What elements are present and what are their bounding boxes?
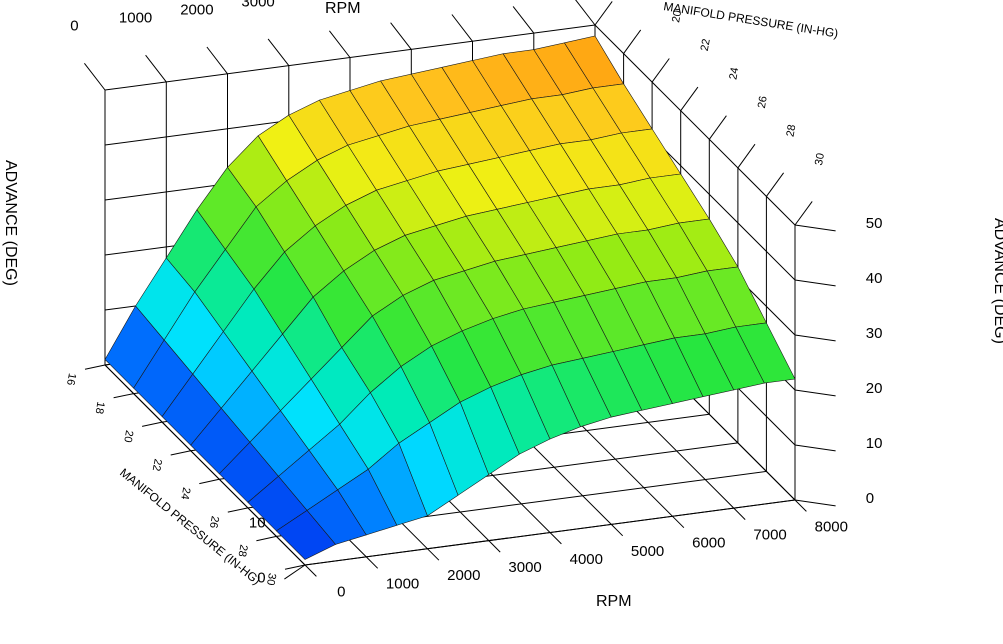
- top-map-tick-line: [680, 86, 699, 111]
- bottom-rpm-tick-line: [427, 548, 440, 561]
- side-wall-gridline: [594, 24, 796, 226]
- left-map-tick-line: [284, 564, 306, 570]
- right-z-tick-line: [794, 389, 836, 397]
- top-rpm-tick-line: [575, 0, 596, 26]
- bottom-rpm-tick-label: 3000: [508, 559, 541, 576]
- surface-cell: [735, 322, 796, 384]
- top-rpm-tick-line: [329, 30, 351, 58]
- top-rpm-tick-line: [267, 38, 290, 66]
- left-map-tick-label: 16: [64, 372, 78, 386]
- top-map-tick-line: [623, 29, 642, 54]
- bottom-rpm-tick-line: [610, 524, 624, 537]
- chart-surface: [104, 35, 796, 560]
- right-z-tick-label: 20: [866, 380, 883, 397]
- left-map-tick-label: 18: [93, 401, 107, 415]
- bottom-rpm-tick-line: [304, 564, 317, 577]
- top-map-tick-line: [737, 143, 756, 169]
- bottom-rpm-tick-line: [733, 507, 746, 520]
- left-map-tick-label: 30: [264, 572, 278, 586]
- top-map-tick-label: 24: [727, 67, 741, 81]
- top-map-tick-line: [651, 58, 670, 83]
- top-map-axis-title: MANIFOLD PRESSURE (IN-HG): [663, 0, 840, 41]
- right-z-tick-label: 50: [866, 215, 883, 232]
- bottom-rpm-tick-line: [672, 515, 685, 529]
- left-map-tick-label: 20: [121, 429, 135, 443]
- right-z-tick-line: [794, 279, 836, 287]
- top-rpm-tick-line: [512, 6, 535, 34]
- left-map-tick-line: [170, 450, 191, 456]
- top-rpm-tick-label: 2000: [180, 1, 213, 18]
- left-map-tick-line: [113, 393, 134, 399]
- top-rpm-tick-line: [206, 46, 228, 75]
- left-z-tick-label: 0: [257, 570, 265, 587]
- bottom-rpm-tick-label: 0: [337, 583, 345, 600]
- bottom-rpm-tick-label: 5000: [631, 543, 664, 560]
- right-advance-axis-title: ADVANCE (DEG): [991, 218, 1003, 344]
- bottom-rpm-tick-line: [549, 532, 562, 545]
- front-map-axis: [104, 364, 306, 566]
- bottom-rpm-tick-line: [488, 540, 501, 553]
- top-map-tick-label: 28: [784, 124, 798, 138]
- bottom-rpm-tick-label: 2000: [447, 567, 480, 584]
- right-z-tick-label: 0: [866, 490, 874, 507]
- right-z-tick-label: 30: [866, 325, 883, 342]
- left-z-tick-line: [284, 564, 306, 580]
- top-map-tick-line: [765, 172, 785, 197]
- left-map-tick-label: 28: [235, 544, 249, 558]
- top-rpm-axis-title: RPM: [325, 0, 361, 17]
- left-map-tick-line: [199, 478, 220, 485]
- top-rpm-tick-line: [84, 62, 106, 91]
- left-map-tick-label: 22: [150, 458, 164, 472]
- left-map-tick-line: [84, 364, 106, 370]
- right-z-tick-label: 40: [866, 270, 883, 287]
- bottom-rpm-tick-label: 6000: [692, 535, 725, 552]
- top-map-tick-line: [594, 1, 613, 26]
- top-rpm-tick-line: [390, 22, 412, 50]
- right-z-tick-line: [794, 334, 836, 342]
- top-map-tick-label: 22: [699, 38, 713, 52]
- top-map-tick-label: 30: [813, 152, 827, 166]
- right-z-tick-label: 10: [866, 435, 883, 452]
- right-z-tick-line: [794, 499, 836, 507]
- bottom-rpm-tick-line: [794, 499, 807, 512]
- top-rpm-tick-label: 1000: [119, 10, 152, 27]
- bottom-rpm-tick-label: 1000: [386, 575, 419, 592]
- top-rpm-tick-line: [451, 14, 473, 42]
- left-map-tick-line: [256, 535, 277, 542]
- left-map-tick-line: [227, 507, 249, 513]
- bottom-rpm-tick-label: 4000: [570, 551, 603, 568]
- top-map-tick-label: 20: [670, 9, 684, 23]
- chart-front-ticks: 0 1000 2000 3000 4000 5000 6000 7000 8000 16 18 20 2…: [64, 364, 848, 600]
- left-map-tick-label: 24: [178, 486, 192, 500]
- top-map-tick-label: 26: [756, 95, 770, 109]
- left-map-tick-label: 26: [207, 515, 221, 529]
- bottom-rpm-tick-label: 7000: [753, 527, 786, 544]
- right-z-tick-line: [794, 444, 836, 452]
- top-map-tick-line: [794, 201, 813, 226]
- left-z-tick-label: 10: [249, 515, 266, 532]
- left-advance-axis-title: ADVANCE (DEG): [2, 160, 19, 286]
- bottom-rpm-tick-label: 8000: [815, 518, 848, 535]
- left-map-tick-line: [141, 421, 163, 427]
- top-rpm-tick-label: 4000: [303, 0, 336, 2]
- top-map-tick-line: [708, 115, 727, 140]
- bottom-rpm-axis-title: RPM: [596, 593, 632, 610]
- top-rpm-tick-label: 3000: [241, 0, 274, 10]
- top-rpm-tick-label: 0: [70, 18, 78, 35]
- bottom-rpm-tick-line: [365, 556, 379, 569]
- top-rpm-tick-line: [145, 54, 167, 83]
- right-z-tick-line: [794, 224, 836, 232]
